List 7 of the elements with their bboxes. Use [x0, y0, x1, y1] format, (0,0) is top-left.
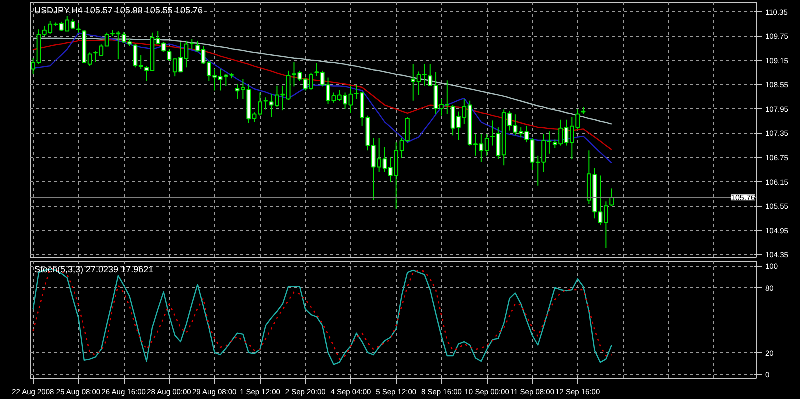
- candlestick: [76, 23, 81, 34]
- candlestick: [264, 97, 268, 110]
- candlestick: [610, 188, 614, 207]
- chart-title: USDJPY,H4 105.57 105.98 105.55 105.76: [34, 6, 203, 16]
- line-series: [32, 32, 612, 164]
- ref-line-label: 105.76: [731, 194, 756, 203]
- candlestick: [190, 38, 194, 50]
